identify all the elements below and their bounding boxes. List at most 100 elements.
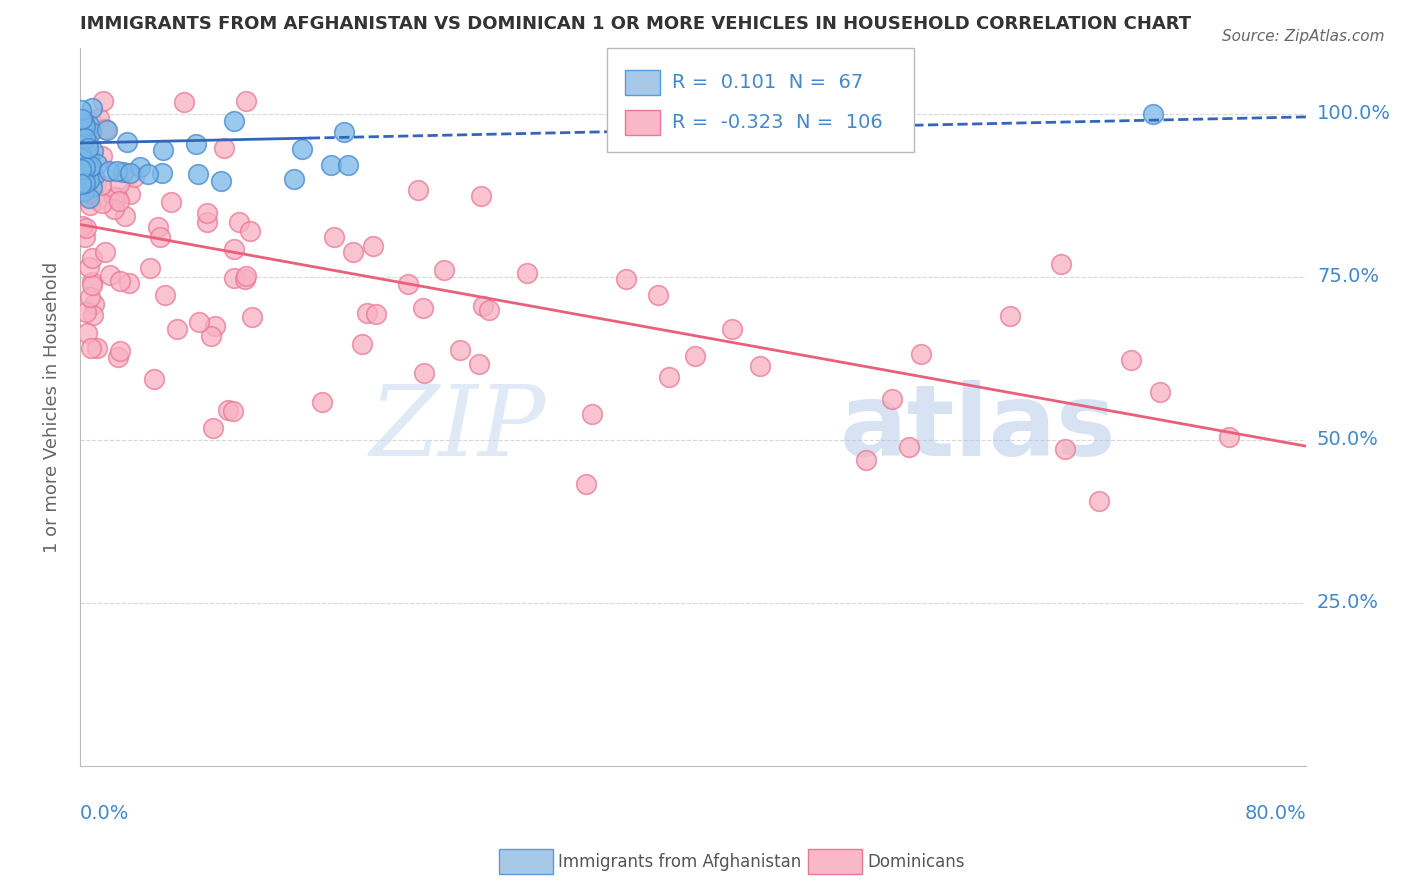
Point	[82, 145, 104, 159]
Point	[70, 143, 93, 157]
Point	[200, 329, 222, 343]
Point	[82, 308, 104, 322]
Point	[413, 366, 436, 380]
Point	[235, 268, 257, 283]
Point	[222, 403, 245, 417]
Point	[136, 167, 159, 181]
Point	[115, 135, 138, 149]
Point	[87, 111, 110, 125]
Point	[1119, 353, 1142, 368]
Text: 25.0%: 25.0%	[1317, 593, 1379, 612]
Point	[72, 158, 94, 172]
Point	[1149, 385, 1171, 400]
Point	[166, 322, 188, 336]
Point	[80, 159, 103, 173]
Point	[1142, 106, 1164, 120]
Point	[342, 244, 364, 259]
Point	[112, 165, 135, 179]
Point	[118, 277, 141, 291]
Point	[212, 141, 235, 155]
Text: 75.0%: 75.0%	[1317, 267, 1379, 286]
Point	[1049, 256, 1071, 270]
Point	[77, 141, 100, 155]
Point	[356, 306, 378, 320]
Point	[77, 191, 100, 205]
Point	[70, 138, 93, 153]
Point	[898, 440, 921, 454]
Point	[90, 178, 112, 192]
Point	[83, 297, 105, 311]
Point	[204, 318, 226, 333]
Point	[79, 290, 101, 304]
Point	[235, 94, 257, 108]
Point	[70, 148, 93, 162]
Point	[80, 115, 103, 129]
Point	[910, 347, 932, 361]
Point	[73, 119, 96, 133]
Text: Dominicans: Dominicans	[868, 853, 965, 871]
Point	[575, 477, 598, 491]
Text: 100.0%: 100.0%	[1317, 104, 1391, 123]
Point	[90, 149, 112, 163]
Point	[86, 194, 108, 208]
Point	[73, 163, 96, 178]
FancyBboxPatch shape	[607, 48, 914, 153]
Point	[77, 136, 100, 150]
Point	[323, 229, 346, 244]
Point	[97, 163, 120, 178]
Point	[721, 322, 744, 336]
Point	[146, 219, 169, 234]
Bar	[626, 110, 659, 135]
Point	[150, 166, 173, 180]
Point	[103, 202, 125, 216]
Point	[201, 421, 224, 435]
Point	[516, 266, 538, 280]
Text: Source: ZipAtlas.com: Source: ZipAtlas.com	[1222, 29, 1385, 44]
Text: IMMIGRANTS FROM AFGHANISTAN VS DOMINICAN 1 OR MORE VEHICLES IN HOUSEHOLD CORRELA: IMMIGRANTS FROM AFGHANISTAN VS DOMINICAN…	[80, 15, 1191, 33]
Point	[152, 143, 174, 157]
Point	[77, 173, 100, 187]
Point	[337, 158, 360, 172]
Point	[217, 402, 239, 417]
Point	[581, 407, 603, 421]
Text: ZIP: ZIP	[370, 381, 546, 476]
Point	[73, 184, 96, 198]
Point	[77, 186, 100, 200]
Point	[70, 134, 93, 148]
Point	[73, 157, 96, 171]
Text: Immigrants from Afghanistan: Immigrants from Afghanistan	[558, 853, 801, 871]
Point	[77, 260, 100, 274]
Point	[93, 122, 115, 136]
Point	[240, 310, 263, 324]
Point	[228, 214, 250, 228]
Point	[79, 198, 101, 212]
Point	[129, 160, 152, 174]
Point	[77, 123, 100, 137]
Point	[159, 195, 181, 210]
Point	[75, 221, 97, 235]
Point	[118, 186, 141, 201]
Point	[222, 271, 245, 285]
Point	[658, 370, 681, 384]
Point	[614, 272, 637, 286]
Point	[70, 167, 93, 181]
Point	[222, 242, 245, 256]
Point	[363, 238, 385, 252]
Point	[107, 177, 129, 191]
Point	[80, 342, 103, 356]
Point	[73, 169, 96, 183]
Point	[91, 195, 114, 210]
Point	[412, 301, 434, 315]
Point	[352, 337, 374, 351]
Point	[107, 163, 129, 178]
Point	[1218, 429, 1240, 443]
Point	[82, 180, 104, 194]
Point	[73, 230, 96, 244]
Point	[82, 277, 104, 292]
Point	[75, 153, 97, 168]
Point	[80, 101, 103, 115]
Point	[108, 194, 131, 209]
Point	[1054, 442, 1077, 456]
Text: R =  -0.323  N =  106: R = -0.323 N = 106	[672, 112, 883, 132]
Point	[647, 288, 669, 302]
